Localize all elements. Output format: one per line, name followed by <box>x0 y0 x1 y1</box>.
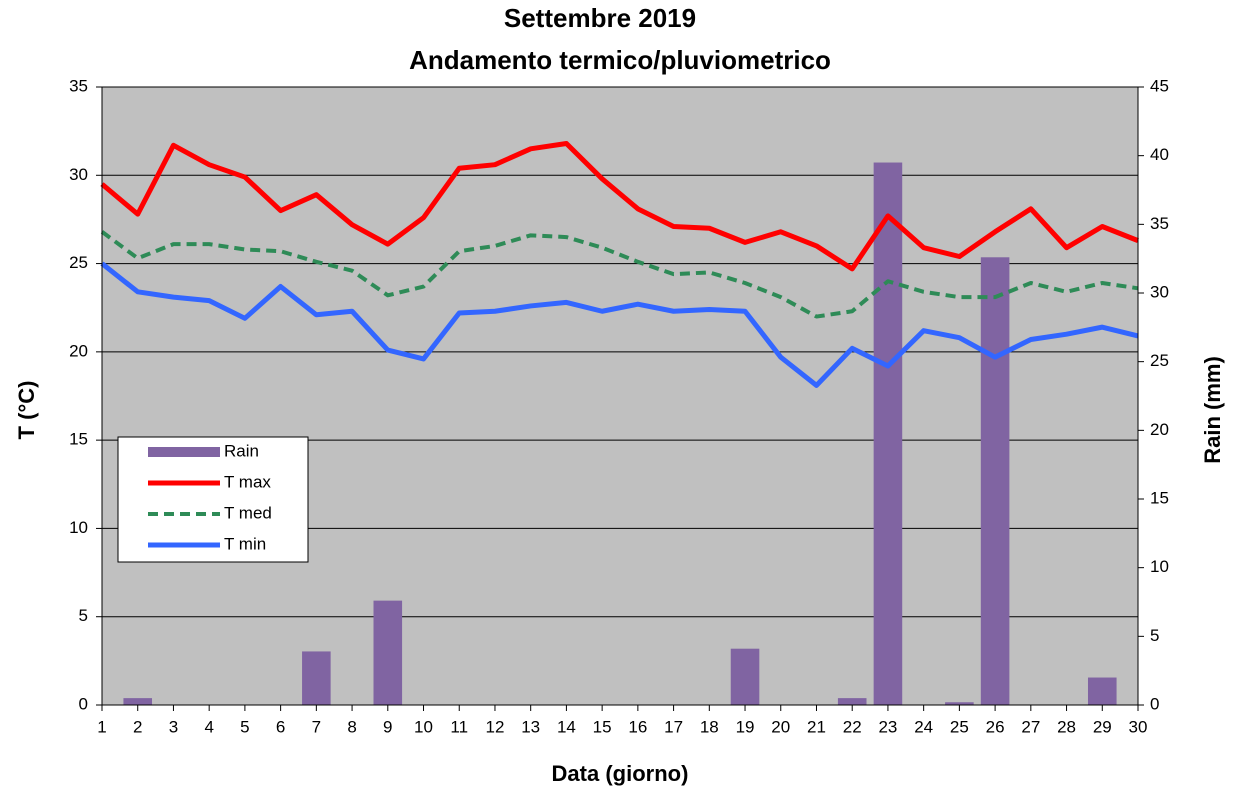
y-tick-label: 5 <box>79 606 88 625</box>
rain-bar <box>730 648 760 705</box>
temperature-line <box>100 261 1139 388</box>
x-tick-label: 29 <box>1093 717 1112 736</box>
x-tick-label: 10 <box>414 717 433 736</box>
x-tick-label: 17 <box>664 717 683 736</box>
y2-tick-label: 45 <box>1150 76 1169 95</box>
y-axis-title: T (°C) <box>14 381 39 440</box>
y-tick-label: 15 <box>69 430 88 449</box>
x-tick-label: 26 <box>986 717 1005 736</box>
x-tick-label: 23 <box>878 717 897 736</box>
x-tick-label: 9 <box>383 717 392 736</box>
y-tick-label: 35 <box>69 76 88 95</box>
x-tick-label: 19 <box>736 717 755 736</box>
x-tick-label: 18 <box>700 717 719 736</box>
rain-bar <box>123 698 153 705</box>
x-tick-label: 7 <box>312 717 321 736</box>
x-tick-label: 20 <box>771 717 790 736</box>
x-tick-label: 3 <box>169 717 178 736</box>
y2-tick-label: 25 <box>1150 351 1169 370</box>
x-tick-label: 11 <box>450 717 468 736</box>
x-tick-label: 15 <box>593 717 612 736</box>
chart-subtitle: Andamento termico/pluviometrico <box>409 45 831 75</box>
x-tick-label: 27 <box>1021 717 1040 736</box>
y-tick-label: 10 <box>69 518 88 537</box>
y-tick-label: 20 <box>69 341 88 360</box>
legend: Rain T max T med T min <box>117 436 309 563</box>
x-tick-label: 12 <box>486 717 505 736</box>
y2-tick-label: 40 <box>1150 145 1169 164</box>
rain-bar <box>980 257 1010 705</box>
rain-bar <box>945 702 974 705</box>
x-tick-label: 8 <box>347 717 356 736</box>
legend-label: Rain <box>224 441 259 460</box>
x-tick-label: 13 <box>521 717 540 736</box>
x-tick-label: 22 <box>843 717 862 736</box>
x-tick-label: 21 <box>807 717 826 736</box>
x-tick-label: 25 <box>950 717 969 736</box>
legend-swatch <box>148 447 220 457</box>
rain-bar <box>302 651 331 705</box>
legend-label: T med <box>224 503 272 522</box>
x-tick-label: 30 <box>1129 717 1148 736</box>
rain-bar <box>873 162 903 706</box>
rain-bar <box>373 600 403 705</box>
y-tick-label: 25 <box>69 253 88 272</box>
x-tick-label: 5 <box>240 717 249 736</box>
y2-tick-label: 20 <box>1150 420 1169 439</box>
legend-label: T max <box>224 472 271 491</box>
rain-bar <box>1087 677 1117 705</box>
temperature-line <box>100 141 1139 272</box>
legend-box <box>117 436 309 563</box>
x-tick-label: 28 <box>1057 717 1076 736</box>
y2-axis-title: Rain (mm) <box>1200 356 1225 464</box>
legend-label: T min <box>224 534 266 553</box>
x-tick-label: 2 <box>133 717 142 736</box>
rain-bar <box>837 698 867 705</box>
x-tick-label: 1 <box>97 717 106 736</box>
temperature-line <box>100 230 1139 319</box>
plot-border <box>101 86 1139 706</box>
chart-title: Settembre 2019 <box>504 3 696 33</box>
x-tick-label: 24 <box>914 717 933 736</box>
x-tick-label: 16 <box>628 717 647 736</box>
y2-tick-label: 30 <box>1150 282 1169 301</box>
y-tick-label: 30 <box>69 165 88 184</box>
y-tick-label: 0 <box>79 694 88 713</box>
x-axis-title: Data (giorno) <box>552 761 689 786</box>
x-tick-label: 14 <box>557 717 576 736</box>
y2-tick-label: 35 <box>1150 214 1169 233</box>
plot-area <box>102 87 1138 705</box>
y2-tick-label: 10 <box>1150 557 1169 576</box>
y2-tick-label: 0 <box>1150 694 1159 713</box>
x-tick-label: 6 <box>276 717 285 736</box>
y2-tick-label: 5 <box>1150 626 1159 645</box>
x-tick-label: 4 <box>204 717 213 736</box>
y2-tick-label: 15 <box>1150 488 1169 507</box>
